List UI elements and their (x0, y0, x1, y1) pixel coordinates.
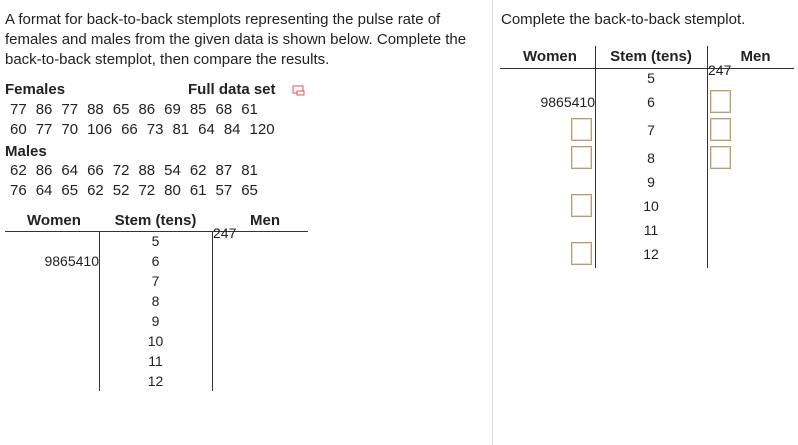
data-value: 61 (189, 182, 207, 199)
stem: 8 (151, 293, 160, 309)
stemplot-header: Women (523, 48, 577, 65)
answer-input[interactable] (571, 242, 592, 265)
data-value: 86 (35, 101, 53, 118)
stem-rule (212, 231, 213, 391)
data-value: 65 (61, 182, 79, 199)
data-row: 76 64 65 62 52 72 80 61 57 65 (10, 182, 267, 199)
data-value: 70 (61, 121, 79, 138)
women-leaves: 9865410 (44, 253, 99, 269)
stem: 12 (147, 373, 164, 389)
data-value: 120 (249, 121, 275, 138)
stem: 10 (643, 198, 659, 214)
stem-rule (595, 46, 596, 268)
stem: 5 (151, 233, 160, 249)
stemplot-header: Stem (tens) (114, 212, 197, 229)
data-value: 81 (172, 121, 190, 138)
men-leaves: 247 (708, 62, 732, 78)
data-value: 62 (189, 162, 207, 179)
data-value: 87 (215, 162, 233, 179)
data-row: 77 86 77 88 65 86 69 85 68 61 (10, 101, 267, 118)
data-value: 64 (35, 182, 53, 199)
data-value: 68 (215, 101, 233, 118)
header-rule (5, 231, 308, 232)
data-value: 76 (10, 182, 27, 199)
males-label: Males (5, 143, 47, 160)
data-value: 88 (87, 101, 104, 118)
data-value: 88 (138, 162, 156, 179)
stemplot-header: Stem (tens) (610, 48, 692, 65)
stem: 7 (647, 122, 655, 138)
data-value: 69 (164, 101, 181, 118)
data-value: 72 (112, 162, 130, 179)
data-value: 52 (112, 182, 130, 199)
data-value: 65 (241, 182, 258, 199)
stem-rule (707, 46, 708, 268)
data-row: 62 86 64 66 72 88 54 62 87 81 (10, 162, 267, 179)
data-value: 77 (10, 101, 27, 118)
stem: 10 (147, 333, 164, 349)
stem: 11 (148, 353, 163, 369)
data-value: 84 (223, 121, 241, 138)
data-value: 61 (241, 101, 258, 118)
prompt: Complete the back-to-back stemplot. (501, 11, 746, 28)
stem: 6 (647, 94, 655, 110)
data-value: 73 (146, 121, 164, 138)
answer-input[interactable] (571, 146, 592, 169)
data-icon[interactable] (292, 85, 306, 97)
stem: 9 (647, 174, 655, 190)
stemplot-header: Men (740, 48, 771, 65)
women-leaves: 9865410 (540, 94, 595, 110)
stem: 5 (647, 70, 655, 86)
stemplot-header: Men (250, 212, 280, 229)
intro-text: A format for back-to-back stemplots repr… (5, 11, 467, 68)
data-value: 64 (198, 121, 215, 138)
data-value: 77 (35, 121, 53, 138)
data-value: 66 (121, 121, 138, 138)
stem: 7 (151, 273, 160, 289)
data-value: 65 (112, 101, 130, 118)
data-value: 106 (87, 121, 113, 138)
data-value: 80 (164, 182, 181, 199)
answer-input[interactable] (710, 118, 731, 141)
data-value: 60 (10, 121, 27, 138)
answer-input[interactable] (710, 146, 731, 169)
divider (492, 0, 493, 445)
data-value: 64 (61, 162, 79, 179)
data-value: 72 (138, 182, 156, 199)
data-value: 77 (61, 101, 79, 118)
answer-input[interactable] (571, 118, 592, 141)
data-value: 85 (189, 101, 207, 118)
stem: 11 (643, 222, 659, 238)
data-row: 60 77 70 106 66 73 81 64 84 120 (10, 121, 284, 138)
answer-input[interactable] (571, 194, 592, 217)
stem: 6 (151, 253, 160, 269)
data-value: 66 (87, 162, 104, 179)
stem: 12 (643, 246, 659, 262)
header-rule (500, 68, 794, 69)
females-label: Females (5, 81, 66, 98)
data-value: 81 (241, 162, 258, 179)
stem-rule (99, 231, 100, 391)
data-value: 57 (215, 182, 233, 199)
data-value: 62 (87, 182, 104, 199)
stem: 8 (647, 150, 655, 166)
full-data-set-link[interactable]: Full data set (188, 81, 276, 98)
data-value: 86 (138, 101, 156, 118)
answer-input[interactable] (710, 90, 731, 113)
stemplot-header: Women (27, 212, 81, 229)
data-value: 54 (164, 162, 181, 179)
data-value: 86 (35, 162, 53, 179)
stem: 9 (151, 313, 160, 329)
men-leaves: 247 (213, 225, 237, 241)
data-value: 62 (10, 162, 27, 179)
